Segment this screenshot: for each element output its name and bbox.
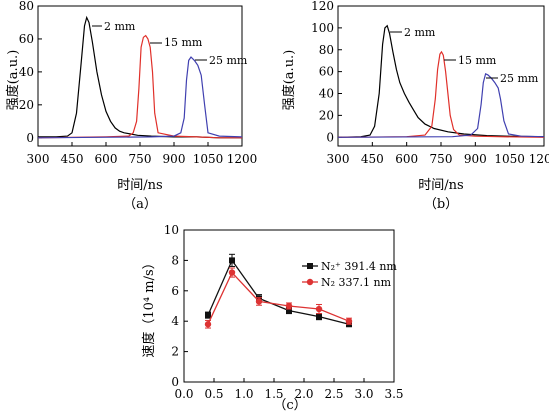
panel-a-label: （a）	[123, 197, 157, 212]
panel-a-y-tick-label: 20	[19, 98, 34, 112]
panel-b-y-axis-label: 强度(a.u.)	[281, 50, 297, 111]
panel-b-y-tick-label: 80	[319, 43, 334, 57]
panel-c-x-tick-label: 3.5	[384, 387, 403, 401]
panel-c-y-axis-label: 速度（10⁴ m/s）	[141, 256, 157, 357]
panel-c-point-circle	[315, 305, 323, 313]
panel-c-x-tick-label: 2.5	[324, 387, 343, 401]
panel-c-point-circle	[255, 298, 263, 305]
panel-a-annotation-25mm: 25 mm	[209, 54, 248, 67]
panel-c-point-circle	[228, 269, 236, 276]
panel-a-y-tick-label: 40	[19, 65, 34, 79]
panel-b-y-tick-label: 20	[319, 108, 334, 122]
panel-a-x-tick-label: 450	[61, 152, 84, 166]
panel-a-x-tick-label: 1200	[227, 152, 258, 166]
panel-a: 强度(a.u.) 时间/ns （a） 2 mm 15 mm 25 mm 300 4…	[5, 0, 257, 212]
panel-c-x-tick-label: 1.0	[234, 387, 253, 401]
panel-a-y-tick-label: 60	[19, 32, 34, 46]
panel-c-point-square	[205, 312, 211, 319]
panel-a-x-axis-label: 时间/ns	[117, 178, 162, 193]
panel-b-label: （b）	[424, 197, 458, 212]
panel-c-legend-marker	[307, 263, 313, 269]
panel-c-legend-label: N₂ 337.1 nm	[321, 276, 392, 289]
panel-b-y-tick-label: 100	[311, 21, 334, 35]
panel-b-x-tick-label: 900	[464, 152, 487, 166]
panel-c-x-tick-label: 3.0	[354, 387, 373, 401]
panel-b-series-15mm	[337, 50, 545, 138]
panel-b-series-2mm	[337, 24, 545, 138]
panel-c-point-circle	[345, 318, 353, 325]
panel-c-legend: N₂⁺ 391.4 nm N₂ 337.1 nm	[302, 260, 397, 289]
panel-b-annotation-15mm: 15 mm	[458, 54, 497, 67]
panel-a-annotation-2mm: 2 mm	[104, 20, 136, 33]
panel-c-point-square	[316, 313, 322, 320]
panel-a-y-axis-label: 强度(a.u.)	[5, 50, 21, 111]
panel-c-series-line-1	[207, 271, 350, 325]
panel-b-y-tick-label: 60	[319, 65, 334, 79]
panel-a-series-15mm	[37, 34, 242, 139]
panel-a-y-tick-label: 80	[19, 0, 34, 13]
panel-b-y-tick-label: 120	[311, 0, 334, 13]
panel-c-x-tick-label: 2.0	[294, 387, 313, 401]
panel-c-y-tick-label: 2	[171, 345, 179, 359]
panel-c-series-line-0	[207, 259, 350, 325]
panel-a-x-tick-label: 750	[129, 152, 152, 166]
panel-c-legend-label: N₂⁺ 391.4 nm	[321, 260, 397, 273]
panel-a-x-tick-label: 300	[27, 152, 50, 166]
panel-b-y-tick-label: 0	[326, 130, 334, 144]
panel-c-x-tick-label: 0.5	[204, 387, 223, 401]
panel-c-point-square	[286, 307, 292, 314]
panel-b-x-tick-label: 450	[361, 152, 384, 166]
panel-c-y-tick-label: 0	[171, 375, 179, 389]
panel-c-point-circle	[285, 302, 293, 310]
panel-c-legend-marker	[306, 278, 314, 286]
panel-b-series-25mm	[337, 72, 545, 138]
panel-c-x-tick-label: 1.5	[264, 387, 283, 401]
panel-c-y-tick-label: 4	[171, 314, 179, 328]
panel-a-x-tick-label: 900	[163, 152, 186, 166]
panel-c-y-tick-label: 8	[171, 253, 179, 267]
panel-c-y-tick-label: 6	[171, 284, 179, 298]
panel-a-y-tick-label: 0	[26, 131, 34, 145]
panel-b-x-tick-label: 1050	[494, 152, 525, 166]
panel-b-x-tick-label: 600	[395, 152, 418, 166]
panel-a-annotation-15mm: 15 mm	[164, 36, 203, 49]
panel-b-x-axis-label: 时间/ns	[418, 178, 463, 193]
panel-c-y-tick-label: 10	[164, 223, 179, 237]
panel-c-point-square	[229, 257, 235, 264]
panel-b-x-tick-label: 750	[430, 152, 453, 166]
panel-c-plot-frame	[183, 229, 395, 383]
panel-b-x-tick-label: 1200	[529, 152, 549, 166]
panel-b-y-tick-label: 40	[319, 87, 334, 101]
panel-b: 强度(a.u.) 时间/ns （b） 2 mm 15 mm 25 mm 300 4…	[281, 0, 549, 212]
panel-b-annotation-25mm: 25 mm	[500, 72, 539, 85]
panel-b-annotation-2mm: 2 mm	[404, 26, 436, 39]
panel-a-x-tick-label: 1050	[193, 152, 224, 166]
panel-a-series-25mm	[37, 56, 243, 139]
panel-c-label: （c）	[273, 398, 306, 413]
panel-a-x-tick-label: 600	[95, 152, 118, 166]
panel-b-x-tick-label: 300	[327, 152, 350, 166]
panel-c-point-circle	[204, 321, 212, 328]
panel-c-x-tick-label: 0.0	[174, 387, 193, 401]
